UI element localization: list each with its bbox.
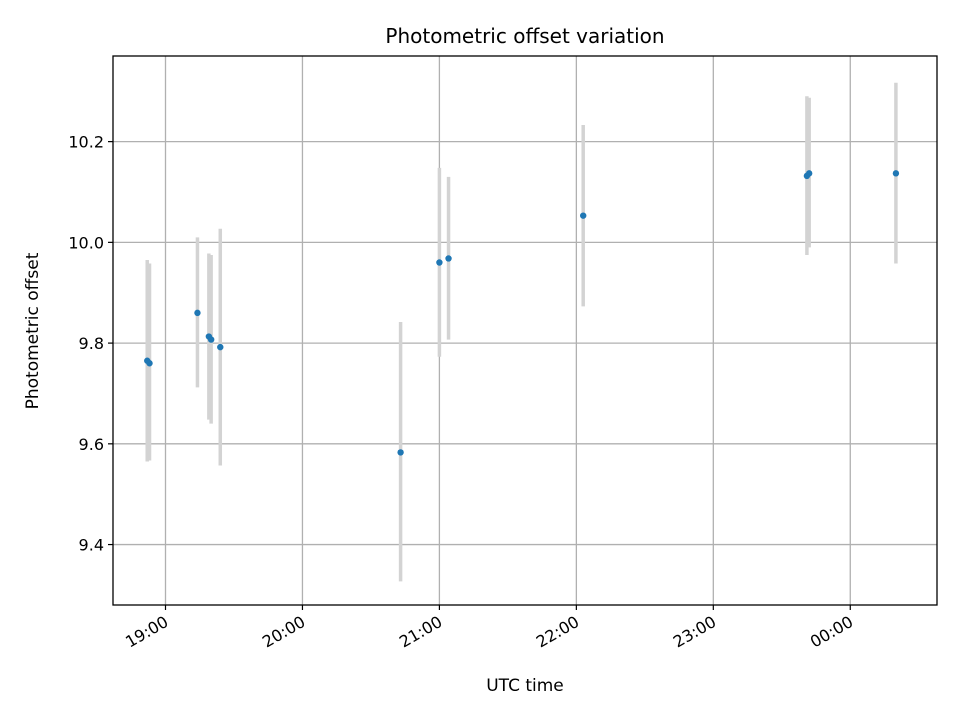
data-point bbox=[580, 212, 587, 219]
data-point bbox=[445, 255, 452, 262]
data-point bbox=[892, 170, 900, 177]
data-point bbox=[436, 259, 443, 266]
data-point bbox=[194, 309, 201, 317]
y-axis-label: Photometric offset bbox=[23, 252, 43, 409]
y-tick-label: 9.4 bbox=[79, 536, 104, 555]
point-layer bbox=[144, 170, 900, 456]
y-tick-label: 9.6 bbox=[79, 435, 104, 454]
plot-frame bbox=[112, 55, 938, 606]
y-axis: 9.4 9.6 9.8 10.0 10.2 bbox=[68, 133, 113, 555]
y-tick-label: 10.2 bbox=[68, 133, 104, 152]
chart-title: Photometric offset variation bbox=[385, 24, 664, 48]
y-tick-label: 10.0 bbox=[68, 233, 104, 252]
data-point bbox=[217, 343, 224, 351]
data-point bbox=[805, 170, 813, 177]
data-point bbox=[397, 449, 404, 456]
data-point bbox=[207, 336, 215, 343]
y-tick-label: 9.8 bbox=[79, 334, 104, 353]
x-axis-label: UTC time bbox=[486, 676, 564, 696]
grid-layer bbox=[113, 56, 937, 605]
data-point bbox=[146, 360, 153, 367]
